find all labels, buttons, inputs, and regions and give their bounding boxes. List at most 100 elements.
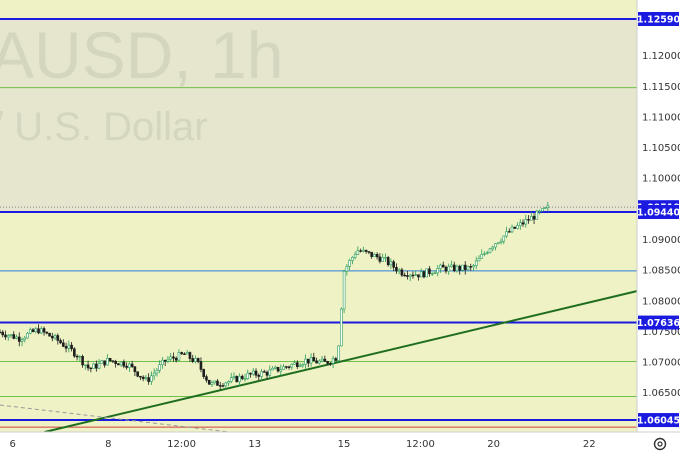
x-tick-label: 15 [338,439,351,450]
candle-body [356,250,360,255]
x-tick-label: 8 [105,439,111,450]
candle [207,379,211,385]
candle [229,373,233,384]
candle [485,250,489,255]
candle [92,362,95,369]
candle-body [342,270,346,310]
price-label: 1.06045 [637,413,680,428]
candle [75,354,79,361]
candle [307,358,310,368]
lines-layer [0,290,638,433]
candle [543,207,547,210]
candle [301,362,305,368]
candle-body [389,261,393,266]
candle [373,252,376,257]
candle-body [180,352,183,355]
candle-body [521,222,525,225]
price-label: 1.09440 [637,205,680,220]
candle [331,355,335,369]
candle [260,368,263,380]
candle [334,356,338,361]
candle [287,365,291,370]
candle [532,213,536,225]
candle [447,263,451,275]
candle [249,372,252,378]
candle [28,327,32,335]
candle [375,252,379,260]
candle-body [309,357,313,364]
candle [348,258,351,271]
candle [535,209,539,220]
candle-body [202,369,206,377]
candle [480,249,484,259]
x-tick-label: 12:00 [167,439,196,450]
y-tick-label: 1.11500 [642,82,680,93]
candle [422,270,426,279]
candle [469,263,473,271]
candle-body [257,374,261,377]
candle [293,360,296,365]
candle [315,357,318,364]
candle [472,264,475,271]
candle-body [312,357,316,362]
candle [213,380,217,385]
candle-body [546,205,550,209]
candle [114,359,117,368]
candle-body [188,352,192,359]
candle [188,351,192,362]
candle [428,266,431,277]
price-label-text: 1.12590 [637,14,680,25]
candle [172,352,175,362]
candle [257,373,261,381]
candle-body [67,344,71,349]
candle [298,362,302,368]
candle-body [491,246,495,250]
candle [125,362,128,370]
candle-body [70,344,73,350]
y-tick-label: 1.07000 [642,358,680,369]
candle [227,380,230,387]
candle-body [505,231,508,237]
candle-body [39,328,43,334]
candle [273,365,277,370]
candle-body [474,260,478,266]
candle [403,272,406,277]
candle [521,219,525,227]
candle-body [370,251,373,257]
candle-body [92,363,95,369]
candle-body [284,366,288,368]
candle [518,219,522,230]
candle-body [122,361,126,367]
candle-body [411,274,415,277]
candle [56,333,60,345]
candle-body [461,264,464,271]
candle [20,337,24,347]
candle [505,226,508,239]
candle-body [210,382,214,385]
candle [419,268,423,278]
candle [194,355,197,364]
settings-gear-icon[interactable] [653,437,667,451]
candle [262,369,266,373]
candle-body [117,363,120,366]
candle [436,265,440,277]
candle [117,362,120,366]
candle [323,355,327,362]
candle-body [469,266,473,268]
candle-body [329,363,332,365]
candle [406,270,409,280]
candle [9,334,13,338]
price-label: 1.12590 [637,11,680,26]
trendline [44,290,638,433]
candle-body [235,376,239,383]
candle-body [403,274,406,277]
candle-body [114,360,117,364]
candle [430,272,434,276]
candle-body [386,257,390,266]
candle [108,357,112,363]
candle [491,245,495,252]
candle-body [172,356,175,359]
candle [397,268,401,275]
candle-body [375,254,379,258]
